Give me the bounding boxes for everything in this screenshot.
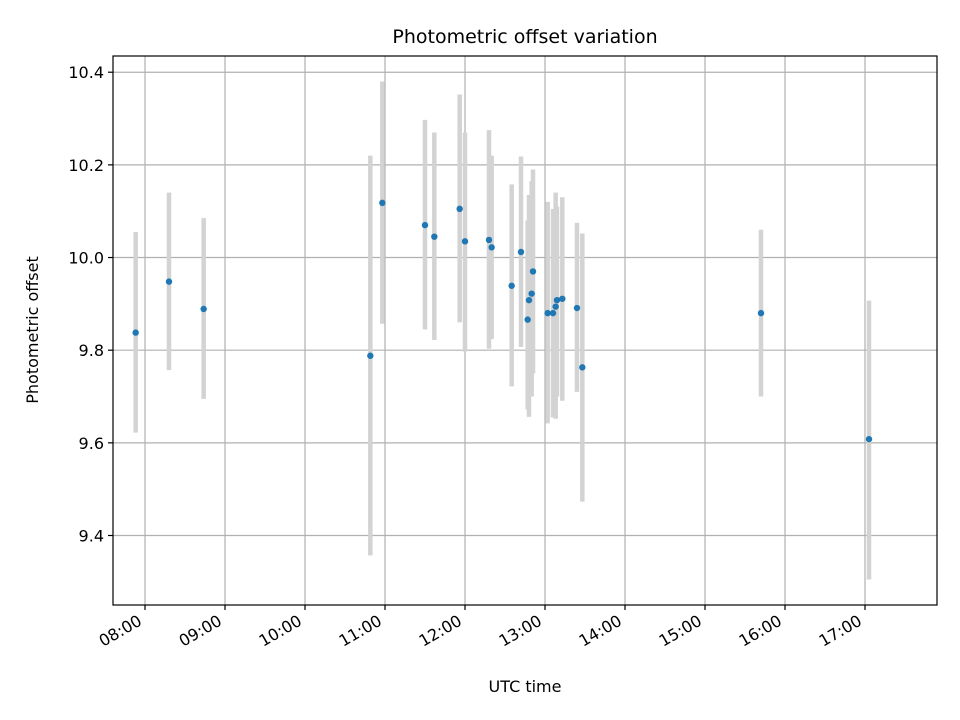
data-point [517,248,525,256]
data-point [525,296,533,304]
data-point [379,199,386,207]
data-point [461,238,469,245]
y-tick-label: 9.6 [79,434,104,453]
data-point [524,316,531,323]
data-point [431,233,438,240]
data-points [132,199,873,443]
y-tick-label: 10.2 [68,156,104,175]
x-axis-label: UTC time [489,677,562,696]
data-point [553,296,561,304]
data-point [579,364,586,371]
data-point [528,290,535,297]
data-point [529,268,537,275]
data-point [132,329,139,336]
y-tick-label: 9.8 [79,341,104,360]
data-point [488,244,495,251]
data-point [552,303,559,310]
plot-frame [112,55,938,606]
data-point [485,236,493,244]
data-point [367,352,374,359]
data-point [573,304,581,312]
data-point [544,309,551,317]
data-point [165,278,173,285]
y-axis-label: Photometric offset [23,256,42,404]
data-point [508,282,515,289]
chart-title: Photometric offset variation [392,26,657,48]
data-point [456,205,463,213]
data-point [200,305,207,313]
data-point [865,435,873,443]
y-tick-label: 10.0 [68,249,104,268]
data-point [549,309,557,317]
y-axis-ticks: 9.4 9.6 9.8 10.0 10.2 10.4 [68,63,113,546]
y-tick-label: 9.4 [79,527,104,546]
data-point [757,309,765,317]
data-point [559,295,566,302]
data-point [421,221,429,229]
y-tick-label: 10.4 [68,63,104,82]
